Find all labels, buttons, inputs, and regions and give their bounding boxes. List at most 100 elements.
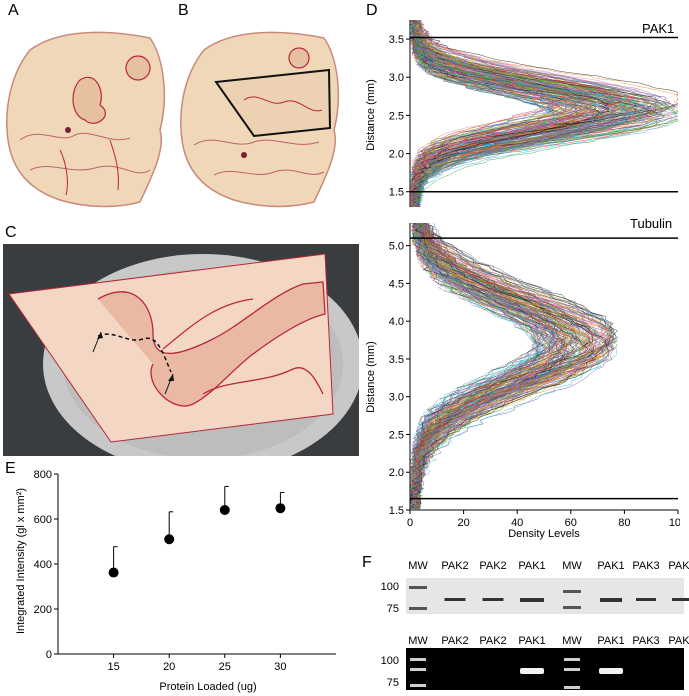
density-curve	[412, 223, 599, 510]
density-curve	[410, 20, 619, 207]
blot-band	[520, 598, 544, 602]
blot-ladder-band-fluorescent	[410, 658, 426, 661]
density-curve	[410, 223, 544, 510]
blot-band	[482, 598, 504, 601]
blot-marker-label: 75	[387, 603, 399, 615]
density-curve	[410, 20, 678, 207]
density-curve	[410, 20, 616, 207]
blot-ladder-band	[409, 586, 427, 589]
y-tick-label: 2.0	[389, 149, 404, 161]
blot-lane-label-bottom: PAK1	[518, 635, 545, 647]
d-top-title: PAK1	[642, 21, 674, 36]
blot-marker-label: 100	[381, 581, 399, 593]
e-data-point	[219, 505, 230, 515]
y-tick-label: 4.0	[389, 316, 404, 328]
density-curve	[410, 20, 678, 207]
brain-slice-photo-b	[174, 20, 346, 214]
e-data-point	[164, 534, 175, 545]
density-curve	[411, 223, 595, 510]
panel-letter-e: E	[5, 460, 16, 477]
e-y-tick-label: 0	[46, 649, 52, 661]
e-data-point	[275, 503, 286, 514]
e-data-point	[108, 567, 119, 578]
density-curves	[410, 20, 678, 207]
e-xlabel: Protein Loaded (ug)	[159, 681, 256, 693]
e-y-tick-label: 400	[34, 559, 52, 571]
blot-marker-label: 75	[387, 677, 399, 689]
density-curve	[410, 20, 678, 207]
blot-ladder-band-fluorescent	[564, 668, 580, 671]
blot-ladder-band	[563, 606, 581, 609]
density-curve	[410, 20, 678, 207]
blot-lane-label-top: PAK3	[632, 560, 659, 572]
density-curve	[410, 223, 593, 510]
y-tick-label: 3.5	[389, 354, 404, 366]
y-tick-label: 2.5	[389, 429, 404, 441]
d-top-ylabel: Distance (mm)	[365, 79, 377, 151]
density-curve	[412, 223, 609, 510]
blot-lane-label-top: PAK3	[668, 560, 689, 572]
density-curve	[410, 20, 678, 207]
panel-letter-c: C	[5, 224, 17, 241]
panel-e-scatter-chart: 0 200 400 600 800 15 20 25 30 Integrated Intensi…	[15, 469, 336, 693]
blot-lane-label-bottom: PAK3	[632, 635, 659, 647]
x-tick-label: 20	[457, 517, 469, 529]
x-tick-label: 80	[618, 517, 630, 529]
density-curve	[410, 20, 678, 207]
blot-lane-label-bottom: MW	[562, 635, 582, 647]
density-curve	[412, 223, 563, 510]
density-curve	[410, 20, 598, 207]
e-ylabel: Integrated Intensity (gl x mm²)	[15, 488, 27, 634]
blot-ladder-band-fluorescent	[564, 686, 580, 689]
panel-f-blot: MW MW PAK2 PAK2 PAK2 PAK2 PAK1 PAK1 MW MW PAK1 PAK1…	[381, 560, 689, 689]
d-top-plot: 1.5 2.0 2.5 3.0 3.5	[389, 20, 678, 207]
blot-lane-label-top: PAK2	[479, 560, 506, 572]
blot-ladder-band-fluorescent	[410, 684, 426, 687]
e-y-tick-label: 200	[34, 604, 52, 616]
y-tick-label: 1.5	[389, 505, 404, 517]
x-tick-label: 100	[669, 517, 680, 529]
blot-ladder-band	[409, 607, 427, 610]
e-x-tick-label: 25	[219, 661, 231, 673]
blot-lane-label-top: PAK2	[441, 560, 468, 572]
blot-band	[672, 598, 689, 601]
blot-lane-label-top: PAK1	[597, 560, 624, 572]
e-x-tick-label: 20	[163, 661, 175, 673]
blot-band	[600, 598, 622, 602]
blot-lane-label-bottom: PAK2	[441, 635, 468, 647]
density-curve	[410, 20, 678, 207]
blot-band	[444, 598, 466, 601]
e-y-tick-label: 800	[34, 469, 52, 481]
blot-ladder-band	[563, 590, 581, 593]
y-tick-label: 1.5	[389, 187, 404, 199]
density-curve	[410, 223, 553, 510]
density-curve	[410, 223, 600, 510]
blot-light	[406, 578, 684, 614]
blot-lane-label-top: MW	[562, 560, 582, 572]
density-curve	[410, 223, 557, 510]
d-xlabel: Density Levels	[508, 528, 580, 540]
panel-letter-b: B	[178, 2, 189, 19]
density-curves	[410, 223, 619, 510]
x-tick-label: 60	[565, 517, 577, 529]
x-tick-label: 40	[511, 517, 523, 529]
tissue-photo-c	[3, 244, 359, 456]
e-x-tick-label: 15	[107, 661, 119, 673]
x-tick-label: 0	[407, 517, 413, 529]
density-curve	[411, 20, 590, 207]
blot-band	[636, 598, 656, 601]
density-curve	[410, 20, 605, 207]
density-curve	[414, 223, 557, 510]
e-plot: 0 200 400 600 800 15 20 25 30	[34, 469, 336, 673]
y-tick-label: 3.0	[389, 392, 404, 404]
blot-lane-label-bottom: PAK3	[668, 635, 689, 647]
d-bottom-plot: 0 20 40 60 80 100 1.5 2.0 2.5 3.0 3.5 4.0 4.5 5.0	[389, 223, 680, 529]
brain-slice-photo-a	[0, 20, 172, 214]
density-curve	[411, 223, 562, 510]
y-tick-label: 4.5	[389, 278, 404, 290]
blot-lane-label-bottom: PAK2	[479, 635, 506, 647]
e-y-tick-label: 600	[34, 514, 52, 526]
blot-dark	[406, 648, 684, 690]
density-curve	[410, 20, 609, 207]
blot-lane-label-bottom: PAK1	[597, 635, 624, 647]
